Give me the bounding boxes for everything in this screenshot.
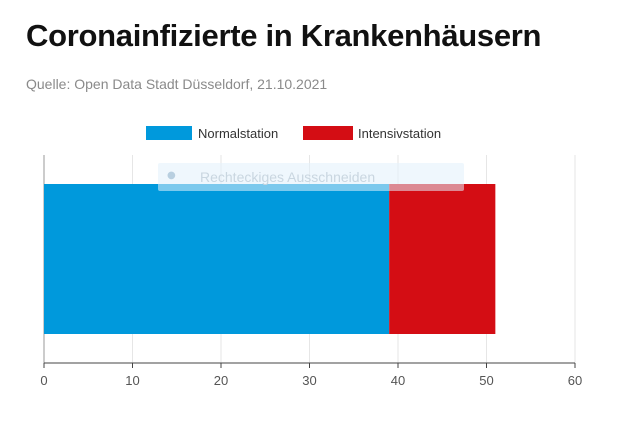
- x-tick-label: 20: [214, 373, 228, 388]
- x-tick-label: 50: [479, 373, 493, 388]
- snip-tool-label: Rechteckiges Ausschneiden: [200, 169, 376, 185]
- legend-swatch: [146, 126, 192, 140]
- source-caption: Quelle: Open Data Stadt Düsseldorf, 21.1…: [26, 76, 328, 92]
- x-tick-label: 30: [302, 373, 316, 388]
- legend-swatch: [303, 126, 353, 140]
- chart-title: Coronainfizierte in Krankenhäusern: [26, 18, 542, 53]
- legend-label: Normalstation: [198, 126, 278, 141]
- x-tick-label: 40: [391, 373, 405, 388]
- snip-tool-overlay: ● Rechteckiges Ausschneiden: [158, 163, 464, 191]
- bar-intensivstation: [389, 184, 496, 334]
- legend-label: Intensivstation: [358, 126, 441, 141]
- x-tick-label: 60: [568, 373, 582, 388]
- rectangle-select-icon: ●: [167, 170, 176, 181]
- x-tick-label: 10: [125, 373, 139, 388]
- bar-normalstation: [44, 184, 390, 334]
- x-tick-label: 0: [40, 373, 47, 388]
